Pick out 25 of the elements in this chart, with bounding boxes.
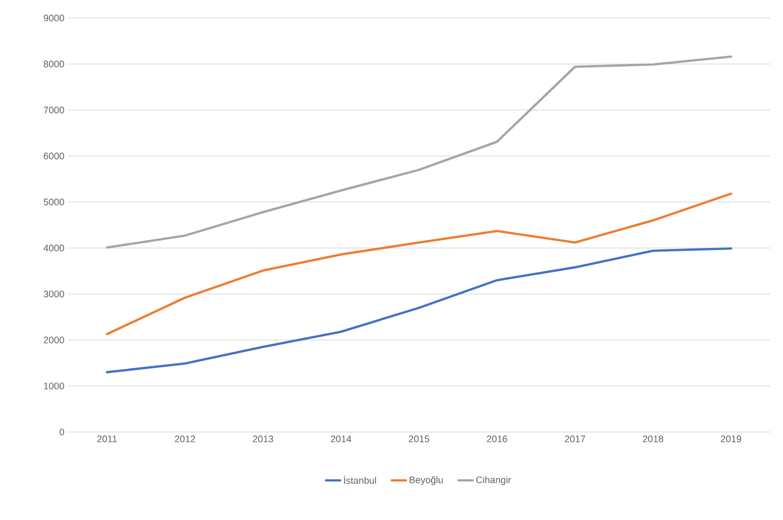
line-series <box>106 192 732 336</box>
y-tick-label: 3000 <box>44 290 64 298</box>
x-tick-label: 2017 <box>564 436 586 442</box>
y-tick-label: 6000 <box>44 152 64 160</box>
y-tick-label: 2000 <box>44 336 64 344</box>
x-tick-label: 2018 <box>642 436 664 442</box>
y-tick-label: 0 <box>60 428 64 436</box>
x-tick-label: 2015 <box>408 436 430 442</box>
line-series <box>106 247 732 374</box>
legend-label: İstanbul <box>344 476 376 484</box>
legend-label: Cihangir <box>476 476 511 486</box>
y-tick-label: 5000 <box>44 198 64 206</box>
x-tick-label: 2016 <box>486 436 508 442</box>
line-series <box>106 55 732 249</box>
y-tick-label: 7000 <box>44 106 64 114</box>
x-tick-label: 2011 <box>97 436 117 442</box>
x-tick-label: 2012 <box>174 436 196 442</box>
x-tick-label: 2019 <box>720 436 742 442</box>
y-tick-label: 4000 <box>44 244 64 252</box>
y-tick-label: 1000 <box>44 382 64 390</box>
x-tick-label: 2014 <box>330 436 352 442</box>
legend-label: Beyoğlu <box>410 476 443 486</box>
y-tick-label: 9000 <box>44 14 64 22</box>
x-tick-label: 2013 <box>252 436 274 442</box>
y-tick-label: 8000 <box>44 60 64 68</box>
